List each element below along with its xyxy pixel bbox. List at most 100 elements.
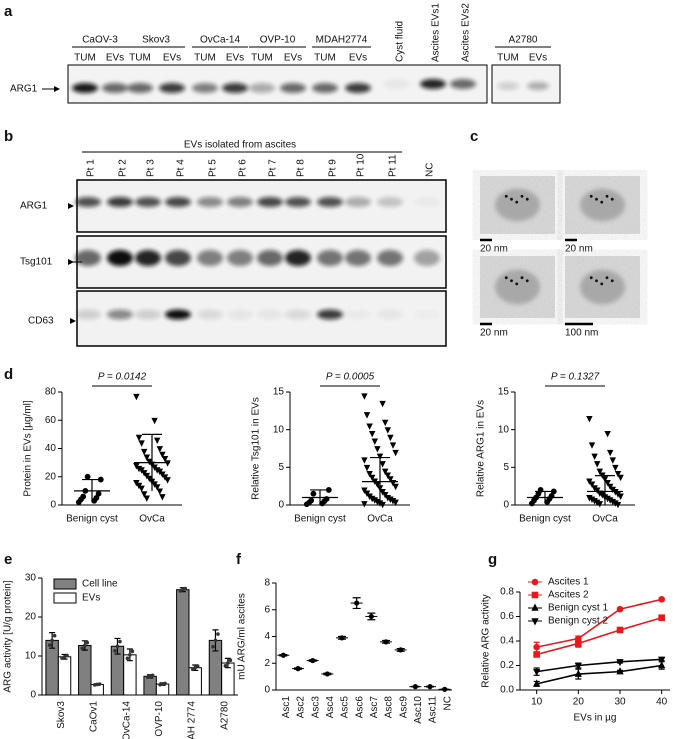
- x-tick-label: Asc7: [369, 696, 380, 719]
- marker: [363, 490, 371, 497]
- x-tick-label: OvCa: [592, 514, 618, 525]
- lane-label: TUM: [194, 53, 216, 64]
- replicate-dot: [97, 682, 102, 686]
- marker: [376, 453, 384, 461]
- lane-label: TUM: [314, 53, 336, 64]
- lane-label: Ascites EVs2: [461, 3, 472, 62]
- band: [285, 250, 311, 266]
- marker: [596, 501, 604, 508]
- p-value: P = 0.0005: [326, 372, 375, 383]
- x-tick-label: 30: [614, 697, 626, 708]
- legend-swatch: [53, 592, 77, 604]
- marker: [596, 468, 604, 476]
- band: [377, 197, 403, 207]
- marker: [604, 479, 611, 487]
- marker: [533, 668, 541, 677]
- vesicle: [580, 188, 625, 222]
- series-line: [536, 664, 662, 685]
- y-axis-label: Relative ARG1 in EVs: [476, 400, 487, 497]
- bar: [176, 589, 190, 696]
- lane-label: Pt 2: [118, 159, 129, 177]
- marker: [612, 464, 619, 472]
- y-tick-label: 2: [264, 658, 270, 669]
- gold-particle: [610, 279, 614, 283]
- lane-label: TUM: [129, 53, 151, 64]
- marker: [392, 449, 399, 457]
- lane-label: EVs: [529, 53, 547, 64]
- replicate-dot: [50, 638, 54, 643]
- marker: [138, 485, 145, 493]
- sd-bar: [310, 489, 330, 505]
- marker: [156, 488, 164, 495]
- marker: [533, 651, 540, 658]
- lane-label: Pt 1: [86, 159, 97, 177]
- lane-label: Pt 3: [146, 159, 157, 177]
- x-tick-label: OvCa: [139, 514, 165, 525]
- marker: [531, 603, 539, 611]
- replicate-dot: [65, 653, 69, 658]
- lane-label: Pt 4: [176, 159, 187, 177]
- y-tick-label: 8: [264, 578, 270, 589]
- replicate-dot: [82, 643, 87, 648]
- band: [197, 197, 223, 207]
- band: [72, 83, 98, 93]
- y-tick-label: 0: [264, 685, 270, 696]
- dot: [368, 613, 374, 620]
- marker: [310, 490, 317, 497]
- row-label: ARG1: [20, 201, 48, 212]
- marker: [381, 468, 389, 476]
- x-tick-label: Asc11: [428, 696, 439, 723]
- lane-label: EVs: [349, 53, 367, 64]
- band: [107, 250, 133, 266]
- panel-letter: e: [4, 551, 12, 568]
- x-tick-label: Benign cyst: [294, 514, 346, 525]
- x-tick-label: OvCa-14: [121, 701, 132, 739]
- marker: [361, 487, 368, 494]
- replicate-dot: [118, 639, 122, 644]
- marker: [140, 491, 148, 498]
- x-tick-label: Asc8: [384, 696, 395, 719]
- marker: [384, 472, 392, 479]
- marker: [366, 423, 373, 430]
- lane-label: EVs: [284, 53, 302, 64]
- x-tick-label: Asc5: [340, 696, 351, 719]
- bar: [78, 644, 92, 696]
- marker: [591, 453, 598, 461]
- dot: [280, 652, 286, 658]
- marker: [381, 492, 389, 499]
- x-axis-label: EVs in µg: [573, 713, 616, 724]
- marker: [586, 478, 593, 485]
- replicate-dot: [211, 644, 215, 649]
- lane-label: Pt 6: [238, 159, 249, 177]
- marker: [531, 578, 539, 586]
- x-tick-label: NC: [442, 696, 453, 710]
- panel-letter: b: [4, 128, 13, 145]
- band: [317, 309, 343, 320]
- lane-label: Pt 7: [268, 159, 279, 177]
- x-tick-label: OvCa: [367, 514, 393, 525]
- dot: [310, 657, 316, 664]
- marker: [616, 626, 624, 634]
- arrow-head: [54, 86, 60, 92]
- x-tick-label: 10: [531, 697, 543, 708]
- band: [227, 197, 253, 207]
- band: [450, 79, 476, 89]
- band: [165, 197, 191, 207]
- marker: [153, 484, 161, 491]
- lane-group: CaOV-3: [82, 35, 118, 46]
- marker: [363, 464, 371, 472]
- marker: [604, 431, 611, 438]
- y-tick-label: 15: [273, 387, 285, 398]
- y-tick-label: 5: [503, 462, 509, 473]
- lane-label: EVs: [226, 53, 244, 64]
- band: [345, 197, 371, 207]
- gold-particle: [605, 276, 609, 280]
- legend-label: Cell line: [82, 579, 118, 590]
- bar: [188, 667, 202, 696]
- sd-bar: [370, 456, 390, 505]
- p-value: P = 0.1327: [551, 372, 600, 383]
- y-tick-label: 4: [264, 631, 270, 642]
- x-tick-label: 40: [656, 697, 668, 708]
- marker: [161, 455, 169, 463]
- marker: [574, 662, 582, 670]
